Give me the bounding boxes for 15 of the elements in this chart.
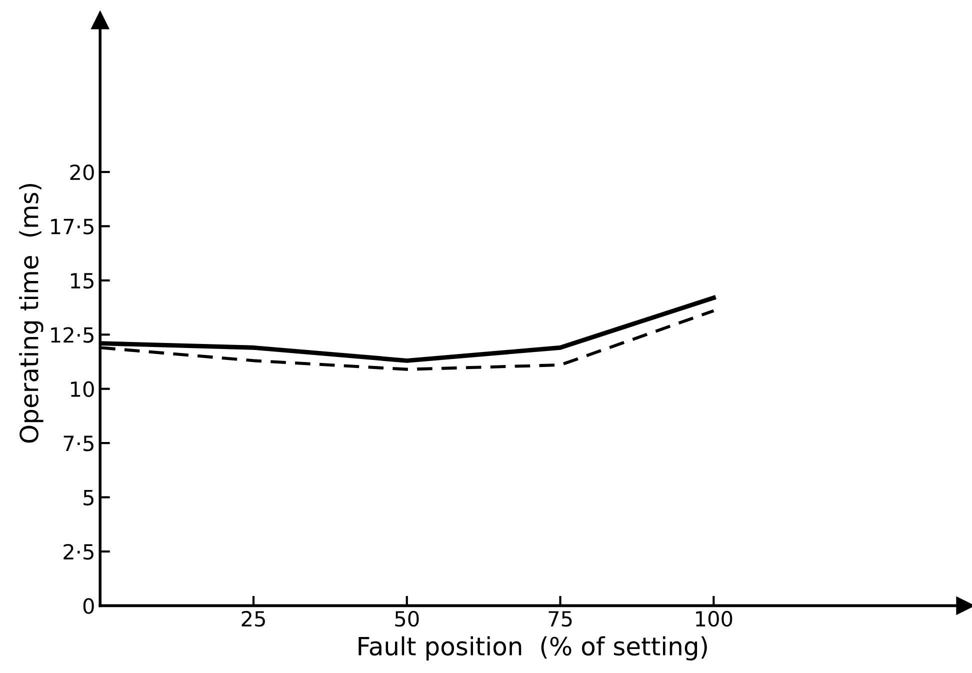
x-axis-title: Fault position (% of setting): [358, 636, 707, 660]
x-tick-label: 25: [242, 610, 265, 627]
y-tick-label: 0: [83, 598, 94, 614]
y-tick-label: 7·5: [64, 436, 94, 452]
x-tick-label: 100: [696, 610, 732, 627]
y-tick-label: 5: [84, 490, 94, 506]
y-tick-label: 15: [71, 273, 94, 289]
y-axis-title: Operating time (ms): [19, 184, 44, 443]
x-tick-label: 50: [395, 610, 419, 627]
y-tick-label: 20: [70, 164, 94, 180]
y-tick-label: 10: [71, 381, 94, 398]
y-tick-label: 12·5: [51, 327, 94, 343]
y-tick-label: 2·5: [64, 544, 94, 560]
x-tick-label: 75: [548, 611, 572, 627]
y-tick-label: 17·5: [51, 218, 94, 234]
